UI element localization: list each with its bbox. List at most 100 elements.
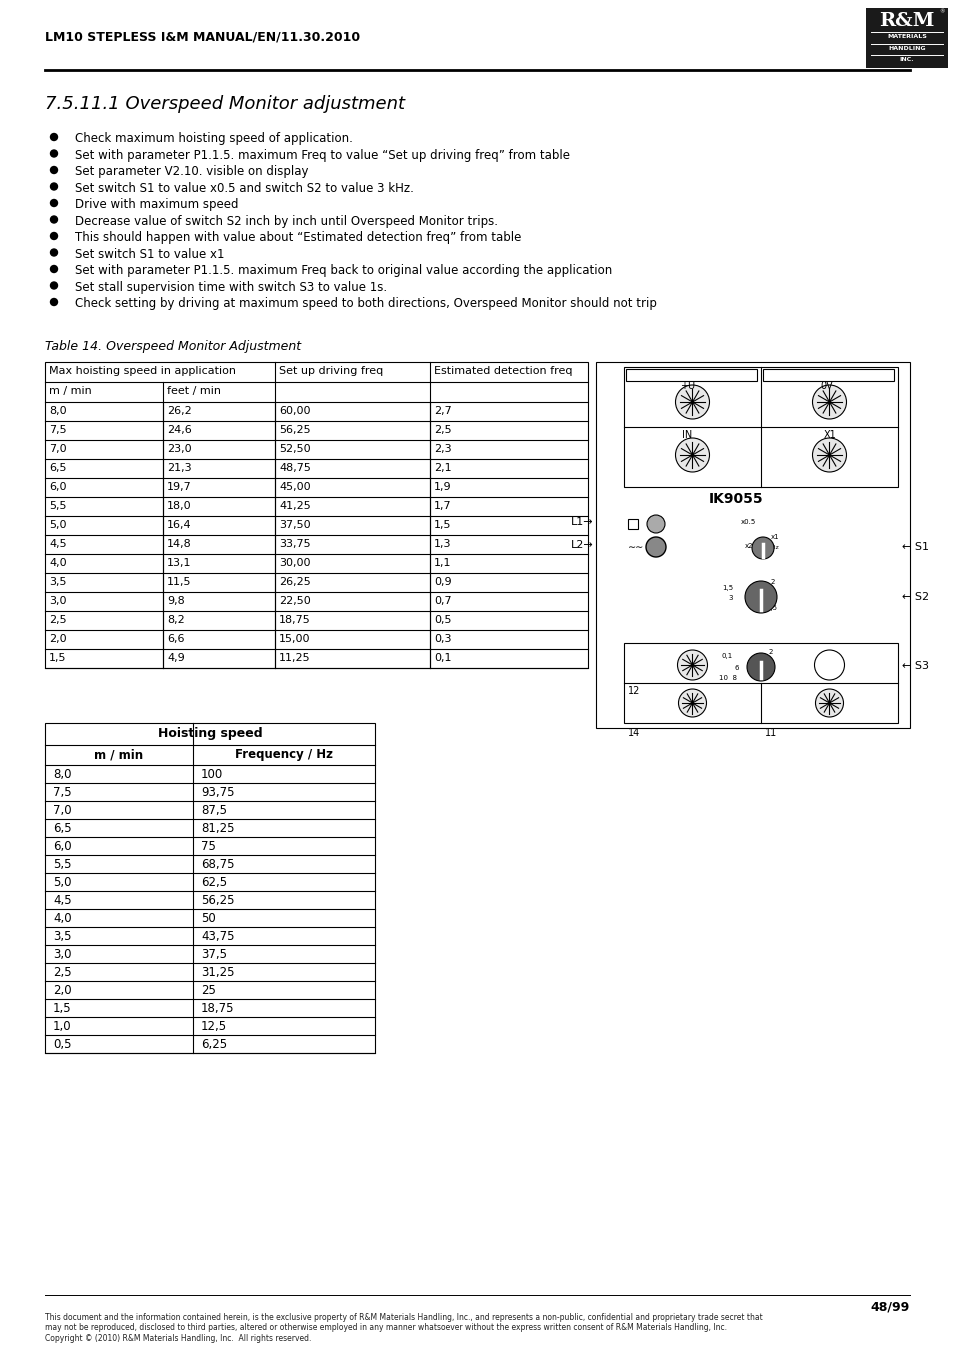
Circle shape [51, 249, 57, 255]
Text: 22,50: 22,50 [278, 596, 311, 607]
Text: x1: x1 [770, 534, 779, 540]
Text: 75: 75 [201, 840, 215, 852]
Text: 6,5: 6,5 [53, 821, 71, 835]
Text: 41,25: 41,25 [278, 501, 311, 511]
Circle shape [51, 200, 57, 207]
Text: 1,7: 1,7 [434, 501, 451, 511]
Text: 2,7: 2,7 [434, 407, 452, 416]
Text: Table 14. Overspeed Monitor Adjustment: Table 14. Overspeed Monitor Adjustment [45, 340, 301, 353]
Text: 0,1: 0,1 [434, 653, 451, 663]
Text: 18,75: 18,75 [278, 615, 311, 626]
Text: 14: 14 [627, 728, 639, 738]
Text: HANDLING: HANDLING [887, 46, 924, 51]
Text: 2,0: 2,0 [49, 634, 67, 644]
Text: 7,5: 7,5 [49, 426, 67, 435]
Text: 0,1: 0,1 [721, 653, 732, 659]
Text: 1,9: 1,9 [434, 482, 451, 492]
Circle shape [51, 282, 57, 289]
Text: This should happen with value about “Estimated detection freq” from table: This should happen with value about “Est… [75, 231, 521, 245]
Text: Set switch S1 to value x1: Set switch S1 to value x1 [75, 247, 224, 261]
Text: 2,5: 2,5 [434, 426, 451, 435]
Text: Set stall supervision time with switch S3 to value 1s.: Set stall supervision time with switch S… [75, 281, 387, 293]
Text: 81,25: 81,25 [201, 821, 234, 835]
Text: MATERIALS: MATERIALS [886, 34, 926, 39]
Text: 56,25: 56,25 [201, 894, 234, 907]
Text: 48/99: 48/99 [870, 1301, 909, 1315]
Circle shape [815, 689, 842, 717]
Text: 8,0: 8,0 [53, 767, 71, 781]
Circle shape [51, 150, 57, 157]
Text: 0,5: 0,5 [434, 615, 451, 626]
Text: 1,1: 1,1 [434, 558, 451, 567]
Text: 15,00: 15,00 [278, 634, 310, 644]
Text: ← S1: ← S1 [901, 542, 928, 553]
Text: Set up driving freq: Set up driving freq [278, 366, 383, 376]
Text: LM10 STEPLESS I&M MANUAL/EN/11.30.2010: LM10 STEPLESS I&M MANUAL/EN/11.30.2010 [45, 30, 359, 43]
Text: 7,0: 7,0 [53, 804, 71, 817]
Bar [865, 8, 947, 68]
Text: ← S2: ← S2 [901, 592, 928, 603]
Circle shape [51, 216, 57, 223]
Text: m / min: m / min [49, 386, 91, 396]
Text: 0,3: 0,3 [434, 634, 451, 644]
Text: 37,50: 37,50 [278, 520, 311, 530]
Bar [762, 369, 893, 381]
Text: 2,0: 2,0 [53, 984, 71, 997]
Circle shape [675, 438, 709, 471]
Text: Check maximum hoisting speed of application.: Check maximum hoisting speed of applicat… [75, 132, 353, 145]
Text: 18,0: 18,0 [167, 501, 192, 511]
Text: 2,5: 2,5 [766, 605, 778, 611]
Text: 9,8: 9,8 [167, 596, 185, 607]
Text: 13,1: 13,1 [167, 558, 192, 567]
Text: ®: ® [939, 9, 944, 14]
Text: 50: 50 [201, 912, 215, 925]
Bar [596, 362, 909, 728]
Text: 2,3: 2,3 [434, 444, 451, 454]
Text: 6,6: 6,6 [167, 634, 184, 644]
Text: 11,25: 11,25 [278, 653, 311, 663]
Text: Drive with maximum speed: Drive with maximum speed [75, 199, 238, 211]
Text: 7.5.11.1 Overspeed Monitor adjustment: 7.5.11.1 Overspeed Monitor adjustment [45, 95, 405, 113]
Text: 8,0: 8,0 [49, 407, 67, 416]
Text: 1,5: 1,5 [53, 1002, 71, 1015]
Text: 11: 11 [764, 728, 777, 738]
Text: 10  8: 10 8 [719, 676, 737, 681]
Text: 0V: 0V [820, 381, 832, 390]
Text: 6: 6 [734, 665, 739, 671]
Text: 0,9: 0,9 [434, 577, 451, 586]
Text: 4,0: 4,0 [53, 912, 71, 925]
Circle shape [51, 232, 57, 239]
Text: 3,0: 3,0 [53, 948, 71, 961]
Circle shape [812, 385, 845, 419]
Text: 1,5: 1,5 [434, 520, 451, 530]
Circle shape [645, 536, 665, 557]
Text: 6,25: 6,25 [201, 1038, 227, 1051]
Text: 1,3: 1,3 [434, 539, 451, 549]
Text: 68,75: 68,75 [201, 858, 234, 871]
Circle shape [51, 182, 57, 190]
Text: Estimated detection freq: Estimated detection freq [434, 366, 572, 376]
Wedge shape [746, 653, 774, 681]
Text: m / min: m / min [94, 748, 143, 761]
Text: 2: 2 [768, 648, 773, 655]
Text: 11,5: 11,5 [167, 577, 192, 586]
Text: L1→: L1→ [571, 517, 594, 527]
Text: 25: 25 [201, 984, 215, 997]
Text: +U: +U [679, 381, 695, 390]
Circle shape [51, 134, 57, 141]
Text: Set parameter V2.10. visible on display: Set parameter V2.10. visible on display [75, 165, 308, 178]
Text: 12: 12 [627, 686, 639, 696]
Text: L2→: L2→ [571, 540, 594, 550]
Text: Set switch S1 to value x0.5 and switch S2 to value 3 kHz.: Set switch S1 to value x0.5 and switch S… [75, 181, 414, 195]
Text: 48,75: 48,75 [278, 463, 311, 473]
Text: 26,25: 26,25 [278, 577, 311, 586]
Text: Frequency / Hz: Frequency / Hz [234, 748, 333, 761]
Text: IN: IN [681, 430, 692, 440]
Circle shape [675, 385, 709, 419]
Text: IK9055: IK9055 [708, 492, 762, 507]
Text: This document and the information contained herein, is the exclusive property of: This document and the information contai… [45, 1313, 762, 1343]
Text: 7,5: 7,5 [53, 786, 71, 798]
Text: 3: 3 [728, 594, 732, 601]
Text: 0,7: 0,7 [434, 596, 451, 607]
Circle shape [51, 166, 57, 173]
